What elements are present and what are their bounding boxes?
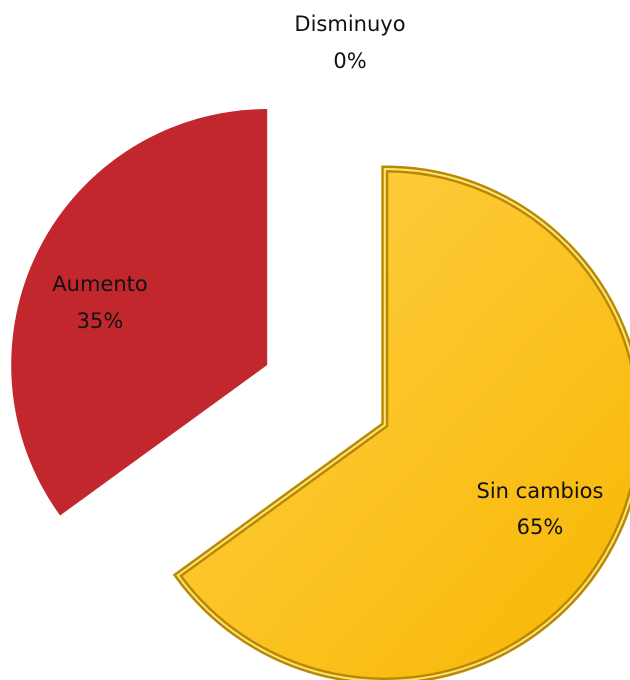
slice-label: Sin cambios bbox=[477, 479, 604, 503]
slice-bevel bbox=[176, 167, 630, 680]
slice-label: Disminuyo bbox=[294, 12, 405, 36]
slice-value-label: 35% bbox=[77, 309, 124, 333]
slice-value-label: 0% bbox=[333, 49, 366, 73]
slice-value-label: 65% bbox=[517, 515, 564, 539]
pie-slice bbox=[11, 109, 268, 516]
slice-label: Aumento bbox=[52, 272, 147, 296]
